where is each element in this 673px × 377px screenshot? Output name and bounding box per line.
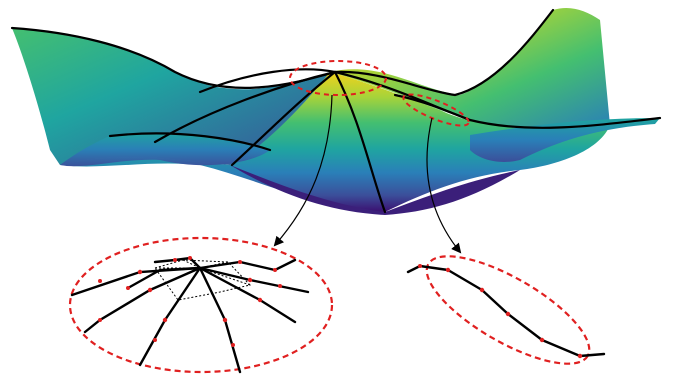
surface-central-dome: [60, 72, 610, 212]
ridge-polyline: [406, 264, 606, 358]
spoke-6: [198, 266, 310, 294]
spoke-9: [126, 266, 202, 290]
surface-trough: [230, 165, 520, 215]
spoke-4: [198, 266, 242, 374]
spoke-8: [153, 256, 202, 270]
surface-front-right-skirt: [470, 118, 660, 162]
mesh-line-front-fan: [230, 70, 337, 167]
surface-right-wing: [330, 8, 610, 130]
apex-spokes: [70, 256, 310, 374]
mesh-line-left-fan: [153, 70, 337, 144]
ridge-node-markers: [418, 264, 583, 359]
mesh-line-ridge: [393, 93, 472, 122]
mesh-line-back-right: [333, 8, 555, 97]
ridge-callout-arrow: [426, 117, 462, 254]
surface-front-left-curl: [60, 132, 270, 167]
spoke-3: [138, 266, 202, 367]
wave-surface: [12, 8, 660, 215]
spoke-1: [70, 266, 202, 297]
surface-left-wing: [12, 28, 330, 165]
apex-dotted-ring: [154, 259, 251, 301]
spoke-2: [83, 266, 202, 334]
surface-mesh-lines: [10, 8, 662, 214]
mesh-line-top-arc: [198, 68, 337, 94]
mesh-line-back-left: [10, 26, 337, 89]
spoke-7: [198, 258, 297, 272]
apex-zoom-inset: [68, 236, 334, 374]
apex-node-markers: [98, 256, 282, 347]
ridge-zoom-inset: [406, 255, 606, 365]
apex-zoom-ellipse: [68, 236, 334, 374]
apex-callout-arrow: [273, 94, 333, 247]
apex-callout-ellipse: [289, 60, 387, 96]
ridge-zoom-ellipse: [425, 255, 591, 365]
mesh-line-front-left: [108, 132, 272, 152]
mesh-line-drop: [333, 70, 387, 214]
